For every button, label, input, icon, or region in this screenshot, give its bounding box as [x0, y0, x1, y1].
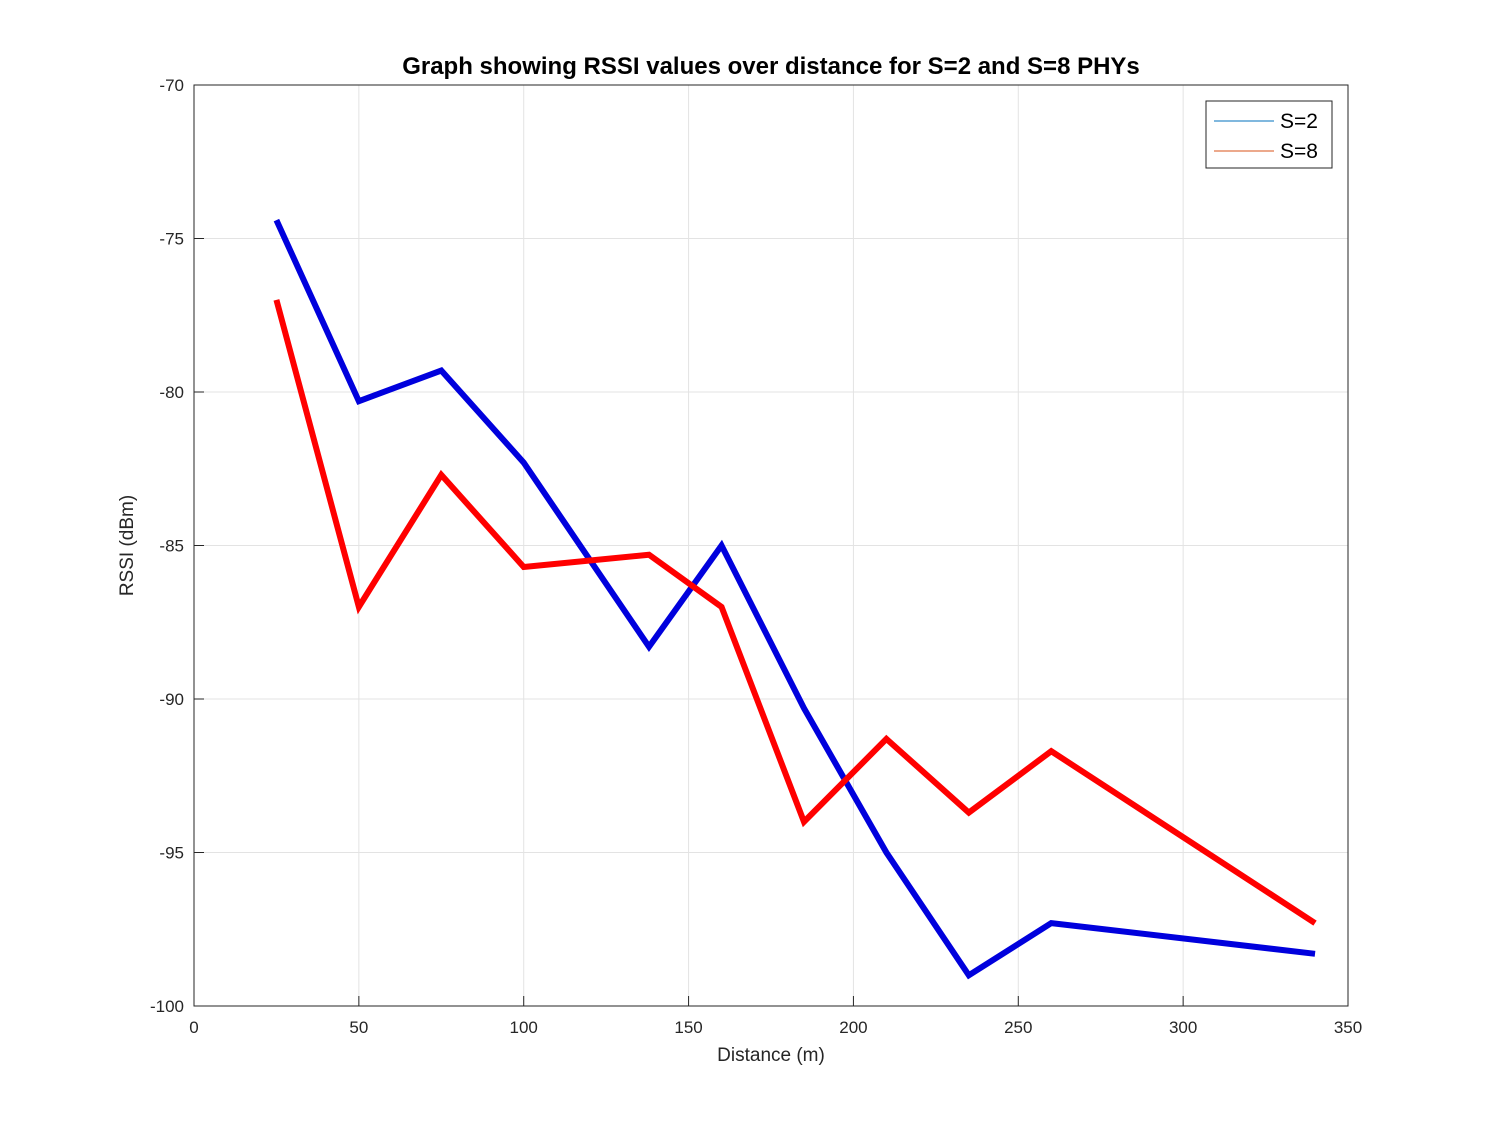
- y-tick-label: -100: [150, 997, 184, 1016]
- y-tick-label: -75: [159, 230, 184, 249]
- y-tick-label: -90: [159, 690, 184, 709]
- series-line-s8: [273, 299, 1317, 926]
- x-tick-label: 150: [674, 1018, 702, 1037]
- x-tick-label: 50: [349, 1018, 368, 1037]
- x-tick-label: 300: [1169, 1018, 1197, 1037]
- x-tick-label: 200: [839, 1018, 867, 1037]
- x-tick-label: 350: [1334, 1018, 1362, 1037]
- x-tick-label: 0: [189, 1018, 198, 1037]
- y-tick-label: -85: [159, 537, 184, 556]
- legend-label: S=2: [1280, 110, 1318, 133]
- x-axis-label: Distance (m): [717, 1045, 825, 1066]
- x-tick-label: 250: [1004, 1018, 1032, 1037]
- y-tick-label: -70: [159, 76, 184, 95]
- y-tick-label: -80: [159, 383, 184, 402]
- legend-box: [1205, 100, 1333, 169]
- tick-layer: 0 50 100 150 200 250 300 350 -70 -75 -80 -85 -90 -95 -…: [150, 76, 1362, 1037]
- y-axis-label: RSSI (dBm): [117, 495, 138, 596]
- legend: S=2S=8: [1205, 100, 1333, 169]
- legend-label: S=8: [1280, 140, 1318, 163]
- y-tick-label: -95: [159, 844, 184, 863]
- series-line-s2: [273, 218, 1316, 980]
- chart-title: Graph showing RSSI values over distance …: [402, 53, 1140, 80]
- series-layer: [273, 218, 1317, 980]
- x-tick-label: 100: [510, 1018, 538, 1037]
